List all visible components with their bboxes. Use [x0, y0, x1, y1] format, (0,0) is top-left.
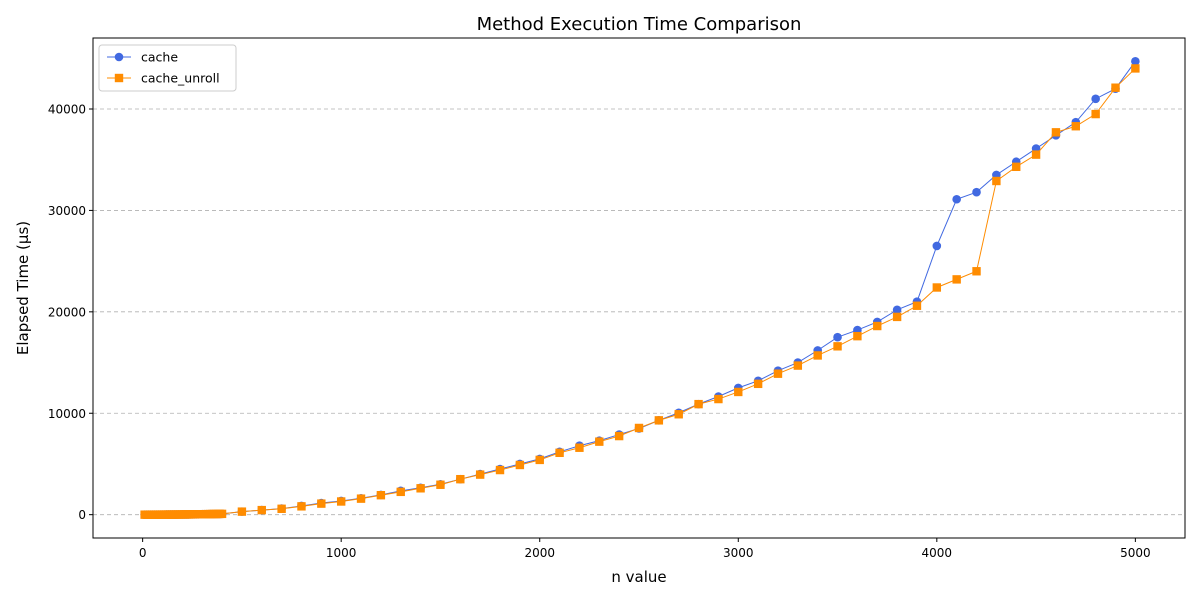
data-point: [773, 369, 783, 378]
x-tick-label: 1000: [326, 546, 357, 560]
data-point: [873, 321, 882, 331]
data-point: [932, 241, 942, 251]
data-point: [892, 312, 902, 322]
x-tick-label: 5000: [1120, 546, 1151, 560]
y-tick-label: 30000: [48, 204, 86, 218]
data-point: [853, 331, 862, 341]
data-point: [396, 487, 405, 497]
x-axis-title: n value: [611, 568, 666, 586]
data-point: [734, 387, 743, 397]
data-point: [356, 494, 366, 503]
data-point: [336, 497, 346, 506]
legend-item: cache: [107, 50, 178, 65]
data-point: [575, 443, 584, 452]
data-point: [753, 379, 763, 389]
y-tick-label: 20000: [48, 305, 86, 319]
data-point: [1031, 150, 1041, 159]
data-point: [1051, 128, 1061, 137]
data-point: [972, 187, 981, 197]
data-point: [793, 361, 803, 370]
data-point: [535, 455, 544, 465]
data-point: [892, 305, 902, 315]
data-point: [1012, 162, 1021, 172]
legend-marker: [114, 52, 124, 62]
data-point: [833, 342, 842, 351]
data-point: [1131, 64, 1140, 73]
data-point: [217, 509, 227, 519]
data-point: [237, 507, 247, 516]
y-tick-label: 10000: [48, 407, 86, 421]
data-point: [952, 275, 961, 284]
data-point: [277, 504, 286, 513]
data-point: [515, 460, 525, 470]
legend: cache cache_unroll: [98, 44, 237, 92]
data-point: [634, 423, 644, 433]
data-point: [674, 410, 683, 419]
x-tick-label: 2000: [524, 546, 555, 560]
data-point: [555, 448, 564, 458]
series-cache-unroll: [140, 64, 1140, 519]
y-axis-title: Elapsed Time (µs): [14, 221, 32, 355]
data-point: [376, 491, 386, 500]
legend-marker: [114, 73, 124, 83]
plot-frame: [92, 37, 1186, 539]
x-tick-label: 0: [139, 546, 147, 560]
data-point: [972, 267, 981, 276]
data-point: [436, 480, 445, 489]
data-point: [1091, 109, 1100, 119]
data-point: [1111, 83, 1120, 92]
grid-lines: [93, 108, 1185, 516]
series-layer: [140, 57, 1140, 519]
data-point: [416, 484, 425, 493]
data-point: [694, 399, 703, 409]
data-point: [1091, 94, 1100, 104]
legend-box: [98, 44, 237, 92]
legend-item: cache_unroll: [107, 71, 220, 86]
axis-ticks: 0 10000 20000 30000 40000 0 1000 2000 3000 4000 50…: [48, 102, 1151, 560]
data-point: [654, 416, 664, 425]
data-point: [992, 176, 1001, 186]
data-point: [932, 283, 942, 292]
data-point: [952, 194, 961, 204]
chart-title: Method Execution Time Comparison: [477, 14, 802, 35]
y-tick-label: 40000: [48, 102, 86, 116]
y-tick-label: 0: [78, 508, 86, 522]
data-point: [912, 301, 922, 310]
data-point: [1071, 122, 1080, 131]
data-point: [595, 437, 604, 446]
data-point: [495, 465, 505, 475]
data-point: [614, 431, 624, 441]
data-point: [297, 502, 306, 511]
data-point: [317, 499, 326, 508]
data-point: [714, 394, 723, 404]
data-point: [475, 470, 485, 479]
data-point: [456, 474, 465, 484]
legend-label: cache: [141, 50, 178, 65]
data-point: [833, 332, 842, 342]
data-point: [1131, 57, 1140, 66]
x-tick-label: 3000: [723, 546, 754, 560]
data-point: [257, 505, 266, 515]
x-tick-label: 4000: [922, 546, 953, 560]
data-point: [813, 351, 822, 360]
legend-label: cache_unroll: [141, 71, 220, 86]
